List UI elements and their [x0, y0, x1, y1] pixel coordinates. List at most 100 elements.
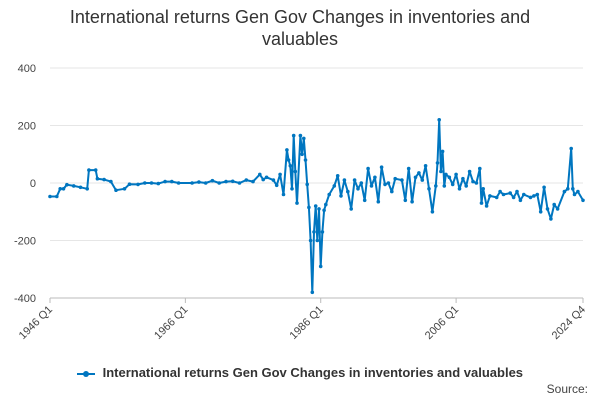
data-point[interactable] — [383, 182, 387, 187]
data-point[interactable] — [85, 187, 89, 191]
data-point[interactable] — [346, 189, 350, 194]
data-point[interactable] — [285, 148, 289, 152]
data-point[interactable] — [538, 210, 543, 214]
data-point[interactable] — [317, 207, 321, 211]
data-point[interactable] — [356, 187, 360, 191]
data-point[interactable] — [136, 182, 140, 187]
data-point[interactable] — [444, 172, 448, 177]
data-point[interactable] — [581, 198, 585, 203]
data-point[interactable] — [95, 176, 100, 181]
data-point[interactable] — [471, 179, 475, 184]
chart-legend[interactable]: International returns Gen Gov Changes in… — [0, 365, 600, 380]
data-point[interactable] — [467, 169, 472, 174]
data-point[interactable] — [78, 185, 83, 190]
data-point[interactable] — [400, 178, 404, 182]
data-point[interactable] — [552, 202, 556, 207]
data-point[interactable] — [143, 181, 147, 185]
data-point[interactable] — [48, 194, 52, 199]
data-point[interactable] — [464, 184, 469, 188]
data-point[interactable] — [450, 182, 455, 187]
data-point[interactable] — [271, 178, 276, 182]
data-point[interactable] — [339, 194, 343, 198]
data-point[interactable] — [295, 201, 299, 205]
data-point[interactable] — [359, 181, 364, 185]
data-point[interactable] — [93, 168, 98, 172]
data-point[interactable] — [369, 184, 374, 188]
data-point[interactable] — [442, 184, 447, 188]
data-point[interactable] — [572, 192, 577, 197]
data-point[interactable] — [71, 184, 76, 188]
data-point[interactable] — [176, 181, 181, 185]
data-point[interactable] — [307, 205, 311, 210]
data-point[interactable] — [342, 178, 347, 182]
data-point[interactable] — [163, 179, 167, 184]
data-point[interactable] — [303, 158, 308, 162]
data-point[interactable] — [102, 177, 106, 182]
data-point[interactable] — [417, 171, 421, 175]
data-point[interactable] — [571, 187, 575, 191]
data-point[interactable] — [386, 181, 391, 185]
data-point[interactable] — [435, 161, 440, 165]
data-point[interactable] — [437, 118, 442, 122]
data-point[interactable] — [320, 230, 325, 234]
data-point[interactable] — [230, 179, 235, 184]
data-point[interactable] — [109, 179, 113, 184]
data-point[interactable] — [376, 199, 381, 204]
data-point[interactable] — [308, 238, 313, 243]
data-point[interactable] — [278, 172, 282, 177]
data-point[interactable] — [197, 180, 201, 184]
data-point[interactable] — [488, 194, 492, 198]
data-point[interactable] — [305, 182, 310, 187]
data-point[interactable] — [440, 149, 445, 154]
data-point[interactable] — [332, 184, 337, 188]
data-point[interactable] — [170, 179, 174, 184]
data-point[interactable] — [454, 172, 458, 177]
data-point[interactable] — [508, 191, 512, 195]
data-point[interactable] — [237, 181, 242, 185]
data-point[interactable] — [261, 177, 266, 182]
data-point[interactable] — [522, 192, 526, 197]
data-point[interactable] — [393, 176, 398, 181]
data-point[interactable] — [127, 182, 132, 186]
data-point[interactable] — [290, 187, 294, 191]
data-point[interactable] — [315, 238, 320, 243]
data-point[interactable] — [461, 176, 465, 181]
data-point[interactable] — [291, 133, 296, 138]
data-point[interactable] — [373, 175, 377, 180]
data-point[interactable] — [518, 198, 523, 203]
data-point[interactable] — [58, 187, 62, 191]
data-point[interactable] — [390, 189, 394, 194]
data-point[interactable] — [258, 172, 262, 177]
data-point[interactable] — [156, 181, 161, 186]
data-point[interactable] — [217, 181, 221, 185]
data-point[interactable] — [302, 136, 306, 141]
data-point[interactable] — [324, 202, 328, 207]
data-point[interactable] — [413, 175, 418, 180]
data-point[interactable] — [310, 290, 315, 295]
data-point[interactable] — [566, 187, 570, 191]
data-point[interactable] — [406, 166, 411, 171]
data-point[interactable] — [203, 181, 208, 185]
data-point[interactable] — [322, 208, 326, 213]
data-point[interactable] — [122, 187, 127, 191]
data-point[interactable] — [55, 194, 59, 199]
data-point[interactable] — [511, 195, 516, 200]
data-point[interactable] — [190, 181, 194, 185]
data-point[interactable] — [494, 195, 499, 200]
data-point[interactable] — [312, 230, 316, 234]
data-point[interactable] — [479, 201, 484, 205]
data-point[interactable] — [569, 146, 573, 151]
data-point[interactable] — [549, 217, 553, 221]
data-point[interactable] — [576, 189, 580, 194]
data-point[interactable] — [545, 207, 550, 211]
data-point[interactable] — [457, 187, 462, 191]
data-point[interactable] — [535, 192, 540, 197]
data-point[interactable] — [542, 185, 546, 190]
data-point[interactable] — [555, 207, 560, 211]
data-point[interactable] — [427, 187, 431, 191]
data-point[interactable] — [434, 184, 438, 188]
data-point[interactable] — [478, 166, 482, 171]
data-point[interactable] — [149, 181, 154, 185]
data-point[interactable] — [362, 198, 367, 203]
data-point[interactable] — [61, 187, 66, 191]
